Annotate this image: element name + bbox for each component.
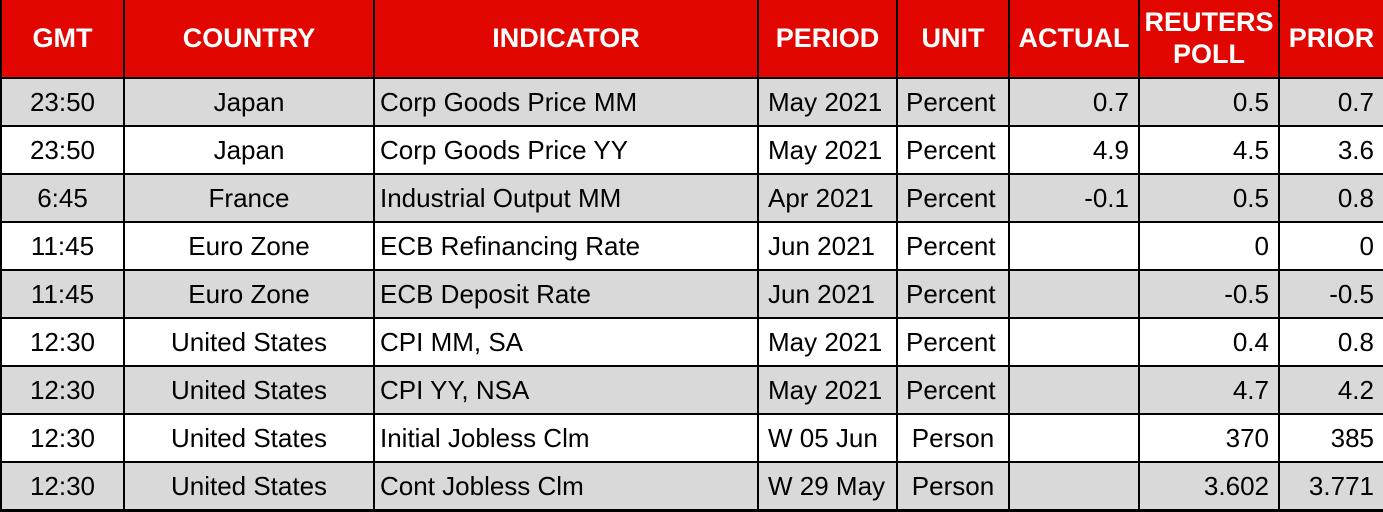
cell-actual <box>1008 270 1139 319</box>
cell-period: W 29 May <box>757 462 897 511</box>
column-header-unit: UNIT <box>896 0 1009 79</box>
cell-prior: -0.5 <box>1278 270 1383 319</box>
cell-indicator: ECB Refinancing Rate <box>373 222 758 271</box>
cell-country: Japan <box>123 126 374 175</box>
cell-gmt: 12:30 <box>1 318 124 367</box>
cell-actual: -0.1 <box>1008 174 1139 223</box>
cell-gmt: 12:30 <box>1 366 124 415</box>
cell-period: Apr 2021 <box>757 174 897 223</box>
cell-prior: 3.6 <box>1278 126 1383 175</box>
cell-reuters_poll: 0.5 <box>1138 78 1279 127</box>
cell-unit: Percent <box>896 318 1009 367</box>
cell-unit: Percent <box>896 366 1009 415</box>
table-row: 12:30 United States Cont Jobless Clm W 29 M… <box>1 462 1383 511</box>
column-header-period: PERIOD <box>757 0 897 79</box>
cell-actual <box>1008 366 1139 415</box>
header-row: GMT COUNTRY INDICATOR PERIOD UNIT ACTUAL REUTE… <box>1 0 1383 79</box>
cell-gmt: 23:50 <box>1 126 124 175</box>
cell-period: Jun 2021 <box>757 222 897 271</box>
cell-unit: Person <box>896 462 1009 511</box>
cell-indicator: Cont Jobless Clm <box>373 462 758 511</box>
cell-gmt: 11:45 <box>1 270 124 319</box>
cell-actual: 0.7 <box>1008 78 1139 127</box>
cell-actual <box>1008 222 1139 271</box>
cell-actual <box>1008 318 1139 367</box>
cell-country: United States <box>123 366 374 415</box>
cell-indicator: Industrial Output MM <box>373 174 758 223</box>
cell-prior: 0.8 <box>1278 318 1383 367</box>
cell-period: May 2021 <box>757 318 897 367</box>
table-row: 23:50 Japan Corp Goods Price YY May 2021 Per… <box>1 126 1383 175</box>
cell-country: United States <box>123 462 374 511</box>
cell-country: France <box>123 174 374 223</box>
cell-reuters_poll: -0.5 <box>1138 270 1279 319</box>
cell-reuters_poll: 0.4 <box>1138 318 1279 367</box>
cell-prior: 0.8 <box>1278 174 1383 223</box>
column-header-indicator: INDICATOR <box>373 0 758 79</box>
cell-actual <box>1008 414 1139 463</box>
cell-prior: 0.7 <box>1278 78 1383 127</box>
cell-prior: 3.771 <box>1278 462 1383 511</box>
cell-prior: 385 <box>1278 414 1383 463</box>
cell-unit: Percent <box>896 222 1009 271</box>
table-row: 12:30 United States CPI YY, NSA May 2021 Per… <box>1 366 1383 415</box>
table-row: 23:50 Japan Corp Goods Price MM May 2021 Per… <box>1 78 1383 127</box>
cell-unit: Percent <box>896 174 1009 223</box>
cell-indicator: CPI YY, NSA <box>373 366 758 415</box>
cell-prior: 4.2 <box>1278 366 1383 415</box>
cell-reuters_poll: 0 <box>1138 222 1279 271</box>
cell-period: W 05 Jun <box>757 414 897 463</box>
cell-reuters_poll: 370 <box>1138 414 1279 463</box>
column-header-actual: ACTUAL <box>1008 0 1139 79</box>
cell-country: Euro Zone <box>123 222 374 271</box>
cell-reuters_poll: 4.5 <box>1138 126 1279 175</box>
cell-indicator: Initial Jobless Clm <box>373 414 758 463</box>
table-row: 12:30 United States Initial Jobless Clm W 0… <box>1 414 1383 463</box>
table-row: 12:30 United States CPI MM, SA May 2021 Perc… <box>1 318 1383 367</box>
cell-country: United States <box>123 318 374 367</box>
column-header-prior: PRIOR <box>1278 0 1383 79</box>
cell-country: United States <box>123 414 374 463</box>
cell-unit: Person <box>896 414 1009 463</box>
cell-reuters_poll: 3.602 <box>1138 462 1279 511</box>
cell-unit: Percent <box>896 78 1009 127</box>
cell-gmt: 6:45 <box>1 174 124 223</box>
table-body: 23:50 Japan Corp Goods Price MM May 2021 Per… <box>1 78 1383 511</box>
cell-gmt: 12:30 <box>1 414 124 463</box>
cell-actual <box>1008 462 1139 511</box>
table-row: 6:45 France Industrial Output MM Apr 2021 Pe… <box>1 174 1383 223</box>
column-header-reuters_poll: REUTERS POLL <box>1138 0 1279 79</box>
cell-gmt: 12:30 <box>1 462 124 511</box>
cell-unit: Percent <box>896 126 1009 175</box>
cell-reuters_poll: 4.7 <box>1138 366 1279 415</box>
column-header-country: COUNTRY <box>123 0 374 79</box>
cell-indicator: ECB Deposit Rate <box>373 270 758 319</box>
cell-indicator: CPI MM, SA <box>373 318 758 367</box>
cell-country: Japan <box>123 78 374 127</box>
cell-period: Jun 2021 <box>757 270 897 319</box>
cell-period: May 2021 <box>757 126 897 175</box>
cell-period: May 2021 <box>757 366 897 415</box>
table-row: 11:45 Euro Zone ECB Refinancing Rate Jun 20… <box>1 222 1383 271</box>
cell-indicator: Corp Goods Price YY <box>373 126 758 175</box>
cell-indicator: Corp Goods Price MM <box>373 78 758 127</box>
cell-reuters_poll: 0.5 <box>1138 174 1279 223</box>
cell-unit: Percent <box>896 270 1009 319</box>
table-row: 11:45 Euro Zone ECB Deposit Rate Jun 2021 Pe… <box>1 270 1383 319</box>
cell-gmt: 11:45 <box>1 222 124 271</box>
cell-country: Euro Zone <box>123 270 374 319</box>
cell-actual: 4.9 <box>1008 126 1139 175</box>
cell-gmt: 23:50 <box>1 78 124 127</box>
cell-period: May 2021 <box>757 78 897 127</box>
column-header-gmt: GMT <box>1 0 124 79</box>
cell-prior: 0 <box>1278 222 1383 271</box>
